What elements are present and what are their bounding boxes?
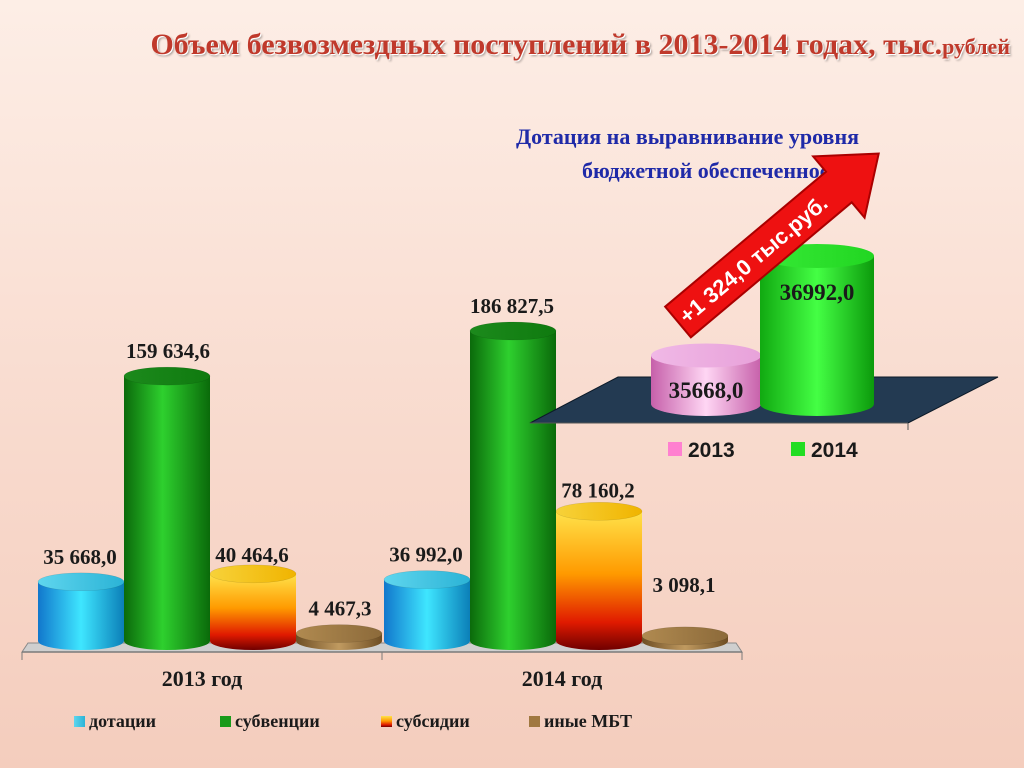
inset-value-2014: 36992,0 [780, 280, 855, 305]
legend-swatch-inye-mbt [529, 716, 540, 727]
bar-inye-mbt-2013 [295, 624, 383, 650]
bar-subsidii-2013 [209, 564, 297, 650]
bar-subsidii-2014 [555, 502, 643, 650]
category-label-2013: 2013 год [162, 666, 242, 691]
value-label-inye-mbt-2013: 4 467,3 [309, 597, 372, 621]
bar-subvencii-2013 [123, 366, 211, 650]
inset-chart: +1 324,0 тыс.руб. 35668,0 36992,0 2013 2… [529, 152, 999, 462]
legend-label-subvencii: субвенции [235, 711, 320, 731]
value-label-subvencii-2013: 159 634,6 [126, 339, 210, 363]
value-label-subvencii-2014: 186 827,5 [470, 294, 554, 318]
legend-swatch-subsidii [381, 716, 392, 727]
inset-bar-2013 [651, 343, 761, 416]
value-label-inye-mbt-2014: 3 098,1 [653, 573, 716, 597]
inset-legend-label-2014: 2014 [811, 439, 858, 462]
inset-bar-2014 [760, 244, 874, 416]
value-label-subsidii-2013: 40 464,6 [215, 543, 289, 567]
chart-title-main: Объем безвозмездных поступлений в 2013-2… [150, 28, 943, 61]
inset-value-2013: 35668,0 [669, 378, 744, 403]
legend-swatch-subvencii [220, 716, 231, 727]
legend-label-subsidii: субсидии [396, 711, 470, 731]
main-chart-bars [37, 321, 729, 650]
value-label-subsidii-2014: 78 160,2 [561, 478, 635, 502]
inset-legend-swatch-2014 [791, 442, 805, 456]
chart-title-unit: рублей [942, 34, 1010, 59]
legend-label-inye-mbt: иные МБТ [544, 711, 632, 731]
inset-title-line2: бюджетной обеспеченности [582, 158, 853, 183]
main-legend: дотации субвенции субсидии иные МБТ [74, 711, 632, 731]
main-chart-value-labels: 35 668,0 159 634,6 40 464,6 4 467,3 36 992,0… [43, 294, 715, 621]
inset-legend-swatch-2013 [668, 442, 682, 456]
bar-inye-mbt-2014 [641, 626, 729, 650]
value-label-dotacii-2013: 35 668,0 [43, 545, 117, 569]
category-label-2014: 2014 год [522, 666, 602, 691]
bar-subvencii-2014 [469, 321, 557, 650]
chart-title: Объем безвозмездных поступлений в 2013-2… [0, 28, 1010, 62]
value-label-dotacii-2014: 36 992,0 [389, 543, 463, 567]
inset-legend-label-2013: 2013 [688, 439, 735, 462]
legend-swatch-dotacii [74, 716, 85, 727]
bar-dotacii-2014 [383, 570, 471, 650]
bar-dotacii-2013 [37, 572, 125, 650]
inset-chart-title: Дотация на выравнивание уровня бюджетной… [512, 120, 972, 188]
inset-bars [651, 244, 874, 416]
inset-title-line1: Дотация на выравнивание уровня [516, 124, 860, 149]
legend-label-dotacii: дотации [89, 711, 156, 731]
